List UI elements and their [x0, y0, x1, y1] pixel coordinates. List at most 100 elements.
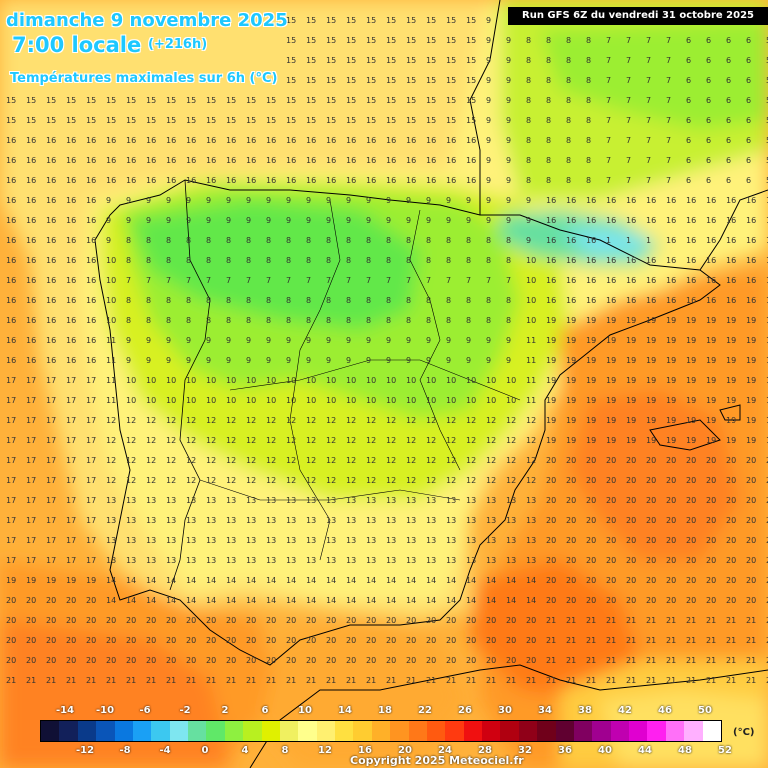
- grid-value: 13: [346, 516, 356, 525]
- grid-value: 15: [366, 116, 376, 125]
- grid-value: 19: [706, 416, 716, 425]
- grid-value: 9: [366, 336, 371, 345]
- grid-value: 12: [466, 476, 476, 485]
- grid-value: 7: [306, 276, 311, 285]
- grid-value: 17: [6, 536, 16, 545]
- grid-value: 16: [66, 336, 76, 345]
- grid-value: 20: [626, 576, 636, 585]
- grid-value: 16: [166, 136, 176, 145]
- grid-value: 13: [226, 516, 236, 525]
- scale-swatch: [335, 721, 354, 741]
- grid-value: 20: [446, 636, 456, 645]
- grid-value: 12: [266, 416, 276, 425]
- grid-value: 6: [706, 96, 711, 105]
- scale-tick-upper: 10: [298, 705, 312, 716]
- grid-value: 13: [146, 536, 156, 545]
- grid-value: 9: [326, 336, 331, 345]
- grid-value: 9: [446, 356, 451, 365]
- grid-value: 19: [566, 436, 576, 445]
- scale-tick-upper: 6: [261, 705, 269, 716]
- grid-value: 16: [586, 296, 596, 305]
- scale-tick-upper: -2: [179, 705, 191, 716]
- grid-value: 17: [46, 376, 56, 385]
- grid-value: 9: [166, 356, 171, 365]
- grid-value: 19: [606, 336, 616, 345]
- grid-value: 8: [366, 256, 371, 265]
- grid-value: 10: [526, 296, 536, 305]
- grid-value: 17: [46, 556, 56, 565]
- grid-value: 13: [346, 496, 356, 505]
- grid-value: 15: [406, 36, 416, 45]
- grid-value: 19: [566, 336, 576, 345]
- grid-value: 11: [526, 336, 536, 345]
- grid-value: 16: [206, 136, 216, 145]
- grid-value: 8: [146, 296, 151, 305]
- grid-value: 16: [686, 276, 696, 285]
- grid-value: 20: [646, 556, 656, 565]
- grid-value: 21: [126, 676, 136, 685]
- scale-tick-upper: 30: [498, 705, 512, 716]
- grid-value: 16: [186, 136, 196, 145]
- grid-value: 21: [586, 656, 596, 665]
- grid-value: 14: [426, 596, 436, 605]
- grid-value: 19: [686, 396, 696, 405]
- grid-value: 15: [406, 76, 416, 85]
- grid-value: 9: [286, 196, 291, 205]
- copyright-credit: Copyright 2025 Meteociel.fr: [350, 754, 524, 767]
- grid-value: 15: [246, 116, 256, 125]
- grid-value: 20: [6, 616, 16, 625]
- grid-value: 13: [526, 556, 536, 565]
- grid-value: 16: [706, 256, 716, 265]
- grid-value: 21: [286, 676, 296, 685]
- grid-value: 16: [266, 136, 276, 145]
- grid-value: 16: [586, 276, 596, 285]
- grid-value: 15: [346, 16, 356, 25]
- grid-value: 15: [126, 96, 136, 105]
- grid-value: 13: [446, 516, 456, 525]
- grid-value: 12: [366, 456, 376, 465]
- grid-value: 10: [506, 396, 516, 405]
- grid-value: 20: [426, 656, 436, 665]
- grid-value: 9: [206, 356, 211, 365]
- grid-value: 20: [606, 456, 616, 465]
- grid-value: 16: [66, 216, 76, 225]
- grid-value: 17: [66, 556, 76, 565]
- grid-value: 9: [346, 356, 351, 365]
- grid-value: 19: [646, 416, 656, 425]
- grid-value: 12: [426, 476, 436, 485]
- grid-value: 17: [86, 516, 96, 525]
- grid-value: 6: [746, 136, 751, 145]
- grid-value: 21: [146, 676, 156, 685]
- grid-value: 8: [406, 236, 411, 245]
- grid-value: 21: [446, 676, 456, 685]
- grid-value: 19: [666, 356, 676, 365]
- grid-value: 15: [146, 116, 156, 125]
- grid-value: 16: [346, 136, 356, 145]
- grid-value: 7: [426, 276, 431, 285]
- grid-value: 9: [146, 356, 151, 365]
- grid-value: 19: [586, 416, 596, 425]
- grid-value: 8: [586, 116, 591, 125]
- grid-value: 6: [686, 36, 691, 45]
- grid-value: 7: [666, 56, 671, 65]
- grid-value: 12: [246, 436, 256, 445]
- grid-value: 19: [746, 336, 756, 345]
- grid-value: 21: [766, 616, 768, 625]
- grid-value: 16: [746, 216, 756, 225]
- grid-value: 15: [406, 56, 416, 65]
- grid-value: 8: [566, 136, 571, 145]
- grid-value: 8: [166, 296, 171, 305]
- grid-value: 16: [566, 256, 576, 265]
- grid-value: 20: [746, 576, 756, 585]
- grid-value: 20: [726, 496, 736, 505]
- grid-value: 16: [66, 316, 76, 325]
- grid-value: 13: [306, 496, 316, 505]
- grid-value: 9: [306, 356, 311, 365]
- grid-value: 21: [686, 616, 696, 625]
- grid-value: 1: [606, 236, 611, 245]
- grid-value: 19: [726, 396, 736, 405]
- scale-swatch: [371, 721, 391, 741]
- grid-value: 16: [466, 136, 476, 145]
- grid-value: 16: [406, 156, 416, 165]
- grid-value: 20: [586, 536, 596, 545]
